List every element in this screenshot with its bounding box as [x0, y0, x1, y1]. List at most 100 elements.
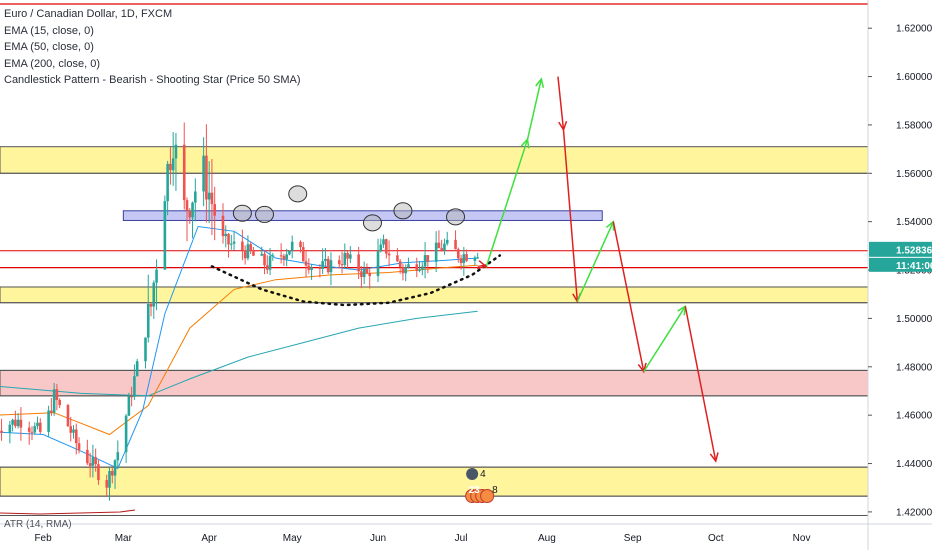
candle-body: [365, 268, 369, 274]
atr-label[interactable]: ATR (14, RMA): [4, 519, 72, 530]
candle-body: [246, 244, 250, 259]
lower-yellow-zone: [0, 466, 869, 497]
candle-body: [116, 452, 120, 461]
horizontal-lines-layer: [0, 3, 868, 517]
blue-zone: [122, 210, 603, 221]
candle-body: [55, 389, 59, 400]
candle-body: [91, 457, 95, 466]
candle-body: [69, 426, 73, 433]
candle-body: [271, 255, 275, 257]
price-tick-label: 1.48000: [896, 362, 932, 373]
projection-path-segment: [684, 306, 717, 462]
candle-body: [357, 254, 360, 272]
candle-body: [462, 254, 466, 264]
candle-body: [224, 233, 228, 237]
candle-body: [94, 457, 97, 465]
time-tick-label: Mar: [115, 533, 133, 544]
shooting-star-marker: [232, 204, 252, 222]
candle-body: [346, 253, 349, 259]
candle-body: [445, 239, 449, 244]
candle-body: [434, 242, 438, 262]
candle-body: [105, 480, 109, 488]
candle-body: [155, 269, 158, 283]
candle-body: [282, 255, 286, 260]
candle-body: [66, 405, 70, 427]
candle-body: [230, 243, 233, 245]
candle-body: [124, 415, 128, 453]
legend-symbol[interactable]: Euro / Canadian Dollar, 1D, FXCM: [4, 8, 173, 20]
candle-body: [135, 361, 139, 377]
candle-body: [182, 144, 186, 201]
candle-body: [407, 264, 410, 268]
time-axis: Feb Mar Apr May Jun Jul Aug Sep Oct Nov: [0, 523, 932, 544]
candle-body: [368, 273, 372, 277]
annotations-layer: 4 23 8: [0, 76, 719, 515]
candle-body: [454, 239, 457, 250]
candle-body: [396, 255, 399, 262]
candle-body: [437, 242, 441, 249]
price-tick-label: 1.46000: [896, 411, 932, 422]
projection-up-segment: [526, 78, 543, 140]
legend-ema15[interactable]: EMA (15, close, 0): [4, 24, 94, 37]
cup-pattern-arc: [210, 254, 502, 307]
candle-body: [473, 257, 477, 261]
candle-body: [465, 254, 468, 261]
price-tick-label: 1.58000: [896, 120, 932, 131]
candle-body: [88, 463, 92, 466]
red-zone: [0, 369, 869, 397]
candle-body: [301, 247, 305, 262]
candle-body: [290, 241, 294, 251]
candle-body: [279, 255, 283, 257]
candle-body: [169, 163, 172, 171]
candle-body: [459, 258, 463, 264]
candle-body: [149, 304, 153, 307]
event-count-upper: 4: [480, 469, 486, 480]
candle-body: [349, 254, 352, 259]
price-tick-label: 1.62000: [896, 24, 932, 35]
legend-ema50[interactable]: EMA (50, close, 0): [4, 41, 94, 53]
projection-up-segment: [485, 139, 529, 268]
current-price-badge: [869, 241, 932, 257]
shooting-star-marker: [288, 185, 308, 203]
candle-body: [74, 429, 78, 444]
candle-body: [476, 257, 479, 259]
candle-body: [398, 261, 402, 268]
candle-body: [86, 449, 89, 464]
candle-body: [418, 269, 421, 271]
candle-body: [14, 419, 17, 427]
candle-body: [423, 255, 427, 267]
candle-body: [385, 239, 388, 254]
candle-body: [8, 424, 12, 433]
price-axis-bg: [868, 0, 932, 550]
candle-body: [387, 253, 391, 256]
candle-body: [379, 244, 383, 252]
projection-path-segment: [612, 221, 645, 372]
candle-body: [227, 233, 230, 245]
candle-body: [185, 200, 189, 211]
zones-layer: [0, 146, 869, 497]
candle-body: [174, 144, 178, 159]
candle-body: [260, 253, 264, 256]
candle-body: [265, 265, 269, 270]
chart-legend: Euro / Canadian Dollar, 1D, FXCM EMA (15…: [4, 6, 301, 89]
candle-body: [285, 254, 288, 260]
upper-yellow-zone: [0, 146, 869, 174]
time-tick-label: Sep: [624, 533, 642, 544]
time-tick-label: Oct: [708, 533, 724, 544]
event-dot-icon: [466, 468, 479, 480]
legend-ema200[interactable]: EMA (200, close, 0): [4, 57, 100, 70]
candle-body: [401, 267, 405, 274]
atr-line: [0, 509, 136, 515]
legend-pattern[interactable]: Candlestick Pattern - Bearish - Shooting…: [4, 74, 301, 86]
candle-body: [166, 163, 169, 202]
candle-body: [232, 241, 236, 244]
current-price-label: 1.52836: [896, 245, 932, 256]
price-tick-label: 1.42000: [896, 507, 932, 518]
candle-body: [340, 264, 344, 266]
price-tick-label: 1.44000: [896, 459, 932, 470]
candle-body: [50, 410, 53, 413]
candle-body: [30, 431, 34, 433]
candle-body: [16, 419, 20, 427]
candle-body: [130, 396, 133, 398]
